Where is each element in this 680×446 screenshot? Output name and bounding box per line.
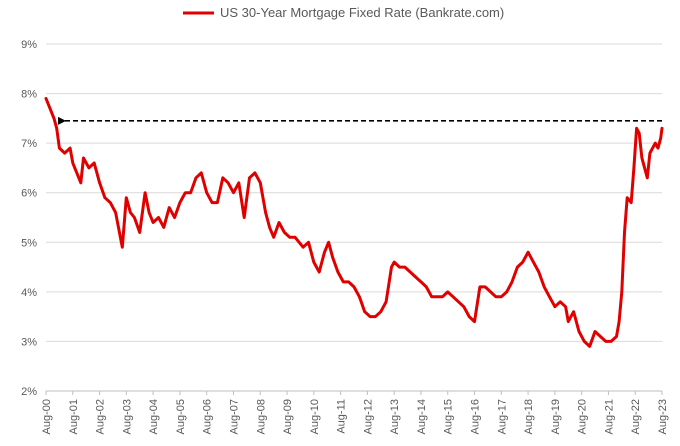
x-tick-label: Aug-22 — [630, 399, 642, 434]
x-tick-label: Aug-23 — [657, 399, 669, 434]
y-tick-label: 4% — [21, 287, 37, 299]
x-tick-label: Aug-16 — [470, 399, 482, 434]
gridlines — [46, 43, 662, 392]
x-tick-label: Aug-01 — [68, 399, 80, 434]
y-tick-label: 3% — [21, 336, 37, 348]
x-tick-label: Aug-12 — [362, 399, 374, 434]
y-tick-label: 6% — [21, 188, 37, 200]
x-tick-label: Aug-04 — [148, 399, 160, 434]
x-tick-label: Aug-21 — [603, 399, 615, 434]
y-tick-label: 7% — [21, 138, 37, 150]
x-tick-label: Aug-09 — [282, 399, 294, 434]
x-tick-label: Aug-08 — [255, 399, 267, 434]
x-tick-label: Aug-03 — [121, 399, 133, 434]
x-tick-label: Aug-11 — [336, 399, 348, 434]
legend: US 30-Year Mortgage Fixed Rate (Bankrate… — [183, 5, 504, 20]
x-tick-label: Aug-18 — [523, 399, 535, 434]
series-group — [44, 97, 664, 348]
y-tick-label: 9% — [21, 39, 37, 51]
series-line — [44, 97, 664, 348]
x-tick-label: Aug-19 — [550, 399, 562, 434]
x-tick-label: Aug-20 — [577, 399, 589, 434]
x-tick-label: Aug-00 — [41, 399, 53, 434]
x-tick-label: Aug-02 — [95, 399, 107, 434]
y-tick-label: 2% — [21, 386, 37, 398]
x-tick-label: Aug-06 — [202, 399, 214, 434]
x-tick-label: Aug-14 — [416, 399, 428, 434]
x-tick-label: Aug-15 — [443, 399, 455, 434]
y-tick-label: 5% — [21, 237, 37, 249]
y-tick-label: 8% — [21, 89, 37, 101]
x-axis: Aug-00 Aug-01 Aug-02 Aug-03 Aug-04 Aug-05 Aug-… — [41, 391, 669, 434]
x-tick-label: Aug-10 — [309, 399, 321, 434]
x-tick-label: Aug-17 — [496, 399, 508, 434]
legend-label: US 30-Year Mortgage Fixed Rate (Bankrate… — [220, 5, 504, 20]
x-tick-label: Aug-07 — [228, 399, 240, 434]
x-tick-label: Aug-13 — [389, 399, 401, 434]
x-tick-label: Aug-05 — [175, 399, 187, 434]
y-axis: 2% 3% 4% 5% 6% 7% 8% 9% — [21, 39, 37, 398]
